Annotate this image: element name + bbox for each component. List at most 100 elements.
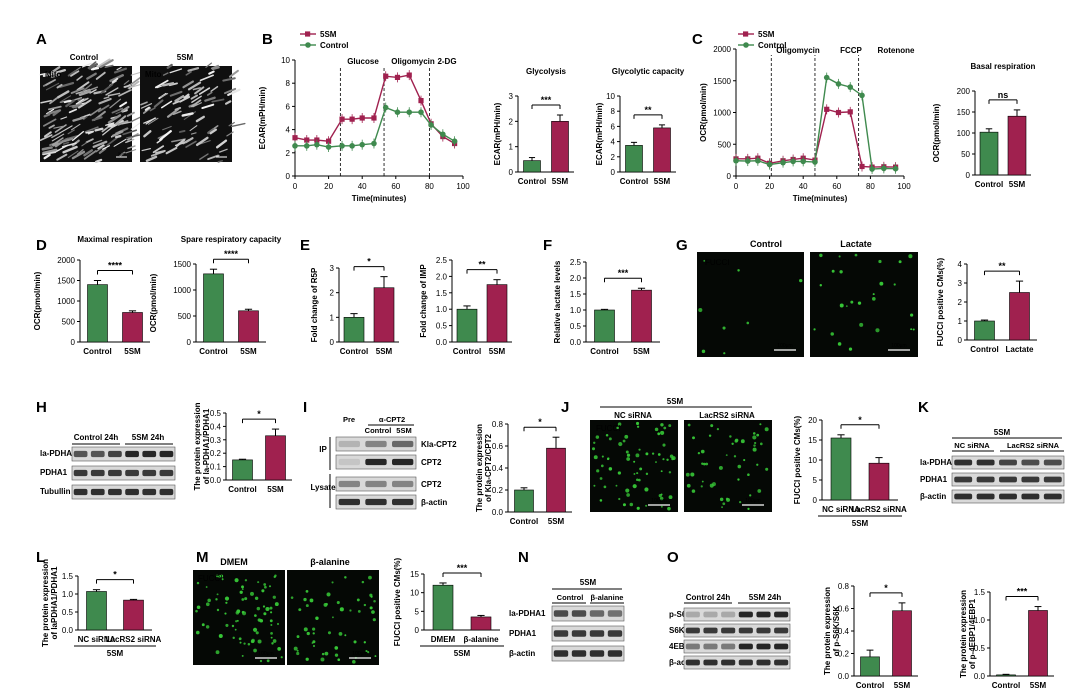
mitochondrion <box>113 67 128 74</box>
fucci-cell <box>367 651 370 654</box>
y-tick-label: 0 <box>415 626 420 635</box>
blot-band <box>392 440 414 448</box>
y-tick-label: 0.4 <box>492 464 504 473</box>
bar-chart-O_s6k: 0.0 0.2 0.4 0.6 0.8 Control 5SM * The protein ex… <box>823 582 918 690</box>
mitochondrion <box>169 90 183 97</box>
y-tick-label: 0.2 <box>838 650 850 659</box>
blot-band <box>703 627 718 634</box>
blot-band <box>553 610 569 617</box>
data-point <box>451 138 458 144</box>
y-tick-label: 15 <box>410 570 419 579</box>
blot-membrane <box>335 476 417 492</box>
mitochondrion <box>140 103 153 109</box>
mitochondrion <box>58 81 75 88</box>
y-tick-label: 0.5 <box>210 409 222 418</box>
mitochondrion <box>71 130 85 142</box>
fucci-cell <box>303 597 307 602</box>
fucci-cell <box>819 284 822 287</box>
sig-label: **** <box>224 249 239 259</box>
fucci-cell <box>270 636 273 639</box>
mitochondrion <box>102 145 111 150</box>
blot-membrane <box>551 645 625 662</box>
y-axis-label: Fold change of IMP <box>419 264 428 338</box>
blot-band <box>73 488 88 496</box>
x-tick-label: 20 <box>765 182 774 191</box>
y-axis-label: FUCCI positive CMs(%) <box>793 415 802 504</box>
legend-label: 5SM <box>758 30 775 39</box>
blot-band <box>976 476 995 483</box>
x-tick-label: 0 <box>734 182 739 191</box>
mitochondrion <box>121 105 130 112</box>
fucci-cell <box>309 598 314 603</box>
mitochondrion <box>141 148 151 152</box>
fucci-cell <box>635 453 640 458</box>
fucci-cell <box>270 632 273 635</box>
y-axis-label: The protein expression <box>193 402 202 490</box>
data-point <box>292 143 298 149</box>
fucci-cell <box>749 494 752 497</box>
sig-label: * <box>367 257 371 267</box>
mitochondrion <box>191 95 202 103</box>
mitochondrion <box>162 125 172 131</box>
blot-band <box>756 659 771 666</box>
panel-letter-O: O <box>667 549 679 566</box>
fucci-cell <box>645 472 649 476</box>
fucci-cell <box>205 586 208 588</box>
data-point <box>325 144 332 150</box>
bar <box>631 289 652 343</box>
fucci-cell <box>269 606 273 610</box>
panel-letter-N: N <box>518 549 529 566</box>
mitochondrion <box>51 133 65 142</box>
fucci-cell <box>721 506 723 509</box>
mitochondrion <box>56 90 70 99</box>
mitochondrion <box>123 80 130 85</box>
fucci-cell <box>608 467 613 471</box>
scale-bar-label: 100μm <box>651 498 666 504</box>
fucci-cell <box>216 593 219 596</box>
fucci-cell <box>241 610 245 614</box>
y-tick-label: 200 <box>957 87 971 96</box>
mitochondrion <box>76 148 84 155</box>
data-point <box>359 141 366 148</box>
blot-band <box>738 643 753 650</box>
y-axis-label: The protein expression <box>823 587 832 675</box>
y-tick-label: 10 <box>410 589 419 598</box>
y-tick-label: 0 <box>509 168 514 177</box>
blot-row-label: Kla-CPT2 <box>421 440 457 449</box>
blot-membrane <box>683 623 791 638</box>
fucci-cell <box>272 639 277 643</box>
y-tick-label: 0.0 <box>570 338 582 347</box>
data-point <box>349 143 355 149</box>
bar <box>979 131 999 176</box>
fucci-cell <box>830 332 834 336</box>
mitochondrion <box>183 93 190 99</box>
mitochondrion <box>119 151 126 157</box>
category-label: DMEM <box>431 635 456 644</box>
blot-membrane <box>551 605 625 622</box>
mitochondrion <box>153 99 164 108</box>
blot-band <box>1021 459 1040 466</box>
mitochondrion <box>47 109 62 115</box>
blot-band <box>338 458 360 466</box>
bar-chart-O_4ebp1: 0.0 0.5 1.0 1.5 Control 5SM *** The protein exp… <box>959 587 1054 690</box>
legend-marker <box>305 42 311 48</box>
fucci-cell <box>247 642 251 646</box>
y-axis-label: ECAR(mPH/min) <box>595 102 604 165</box>
panel-j-top: 5SM <box>667 397 684 406</box>
fucci-cell <box>250 639 255 644</box>
mitochondrion <box>217 160 223 163</box>
blot-band <box>159 450 174 458</box>
fucci-cell <box>356 598 360 602</box>
panel-n-top: 5SM <box>580 578 597 587</box>
mitochondrion <box>166 108 180 118</box>
fucci-cell <box>369 606 373 610</box>
fucci-cell <box>593 455 598 460</box>
fucci-cell <box>910 328 913 331</box>
data-point <box>823 74 830 81</box>
fucci-cell <box>893 283 896 286</box>
mitochondrion <box>199 140 211 145</box>
sig-label: ** <box>644 105 652 115</box>
fucci-cell <box>756 463 759 466</box>
panel-j-nc-image: 100μm <box>590 420 678 512</box>
mitochondrion <box>90 66 100 71</box>
